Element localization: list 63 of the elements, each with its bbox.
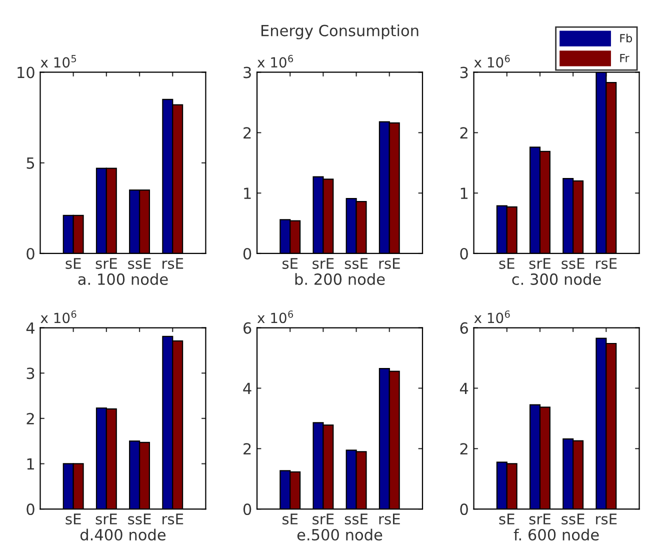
- x-tick-label: ssE: [128, 514, 151, 524]
- x-axis-title: a. 100 node: [78, 273, 168, 285]
- x-axis-title: b. 200 node: [295, 273, 385, 285]
- x-tick-label: sE: [499, 514, 514, 524]
- x-tick-label: ssE: [128, 258, 151, 269]
- y-tick-label: 4: [26, 322, 35, 334]
- x-tick-label: sE: [499, 258, 514, 269]
- y-tick-label: 6: [244, 322, 252, 334]
- x-tick-label: sE: [66, 258, 81, 269]
- x-tick-label: rsE: [162, 514, 184, 524]
- x-tick-label: sE: [66, 514, 81, 524]
- x-tick-label: ssE: [562, 258, 584, 269]
- x-tick-label: srE: [529, 514, 550, 524]
- y-tick-label: 1: [460, 188, 468, 199]
- y-tick-label: 0: [243, 504, 252, 516]
- x-axis-title: c. 300 node: [512, 273, 601, 285]
- y-tick-label: 2: [244, 443, 251, 454]
- y-tick-label: 2: [460, 443, 468, 454]
- y-tick-label: 1: [27, 458, 34, 470]
- x-tick-label: srE: [312, 514, 334, 524]
- x-tick-label: rsE: [162, 258, 184, 269]
- legend-label: Fr: [620, 54, 630, 62]
- x-tick-label: srE: [529, 258, 550, 269]
- y-tick-label: 1: [244, 188, 251, 199]
- x-tick-label: ssE: [344, 514, 368, 524]
- y-tick-label: 0: [460, 248, 468, 260]
- x-tick-label: ssE: [344, 258, 368, 269]
- y-tick-label: 2: [244, 127, 251, 138]
- legend-label: Fb: [620, 34, 632, 42]
- x-tick-label: srE: [96, 514, 117, 524]
- y-axis-title: x 10$^{6}$: [474, 310, 510, 324]
- x-axis-title: e.500 node: [297, 528, 382, 541]
- y-axis-title: x 10$^{6}$: [40, 310, 76, 324]
- y-tick-label: 0: [243, 248, 252, 260]
- y-tick-label: 5: [26, 158, 34, 169]
- y-axis-title: x 10$^{6}$: [257, 310, 294, 324]
- y-tick-label: 3: [26, 368, 34, 380]
- x-tick-label: srE: [312, 258, 334, 269]
- x-tick-label: rsE: [596, 258, 617, 269]
- y-axis-title: x 10$^{6}$: [257, 54, 294, 68]
- y-tick-label: 3: [244, 66, 251, 78]
- y-axis-title: x 10$^{6}$: [474, 54, 510, 68]
- y-tick-label: 0: [26, 504, 34, 516]
- y-tick-label: 2: [26, 412, 34, 424]
- y-tick-label: 2: [460, 127, 468, 138]
- y-tick-label: 0: [26, 248, 34, 260]
- y-axis-title: x 10$^{5}$: [40, 55, 76, 68]
- x-tick-label: sE: [282, 514, 298, 524]
- y-tick-label: 6: [460, 322, 468, 334]
- x-tick-label: srE: [96, 258, 117, 269]
- chart-title: Energy Consumption: [261, 24, 418, 40]
- x-axis-title: f. 600 node: [514, 528, 599, 541]
- y-tick-label: 4: [243, 382, 252, 394]
- x-tick-label: rsE: [596, 514, 617, 524]
- x-tick-label: ssE: [562, 514, 584, 524]
- x-axis-title: d.400 node: [80, 528, 166, 541]
- x-tick-label: sE: [282, 258, 298, 269]
- x-tick-label: rsE: [379, 514, 400, 524]
- x-tick-label: rsE: [379, 258, 400, 269]
- y-tick-label: 0: [460, 504, 468, 516]
- y-tick-label: 3: [460, 66, 468, 78]
- y-tick-label: 10: [18, 66, 34, 78]
- y-tick-label: 4: [460, 382, 468, 394]
